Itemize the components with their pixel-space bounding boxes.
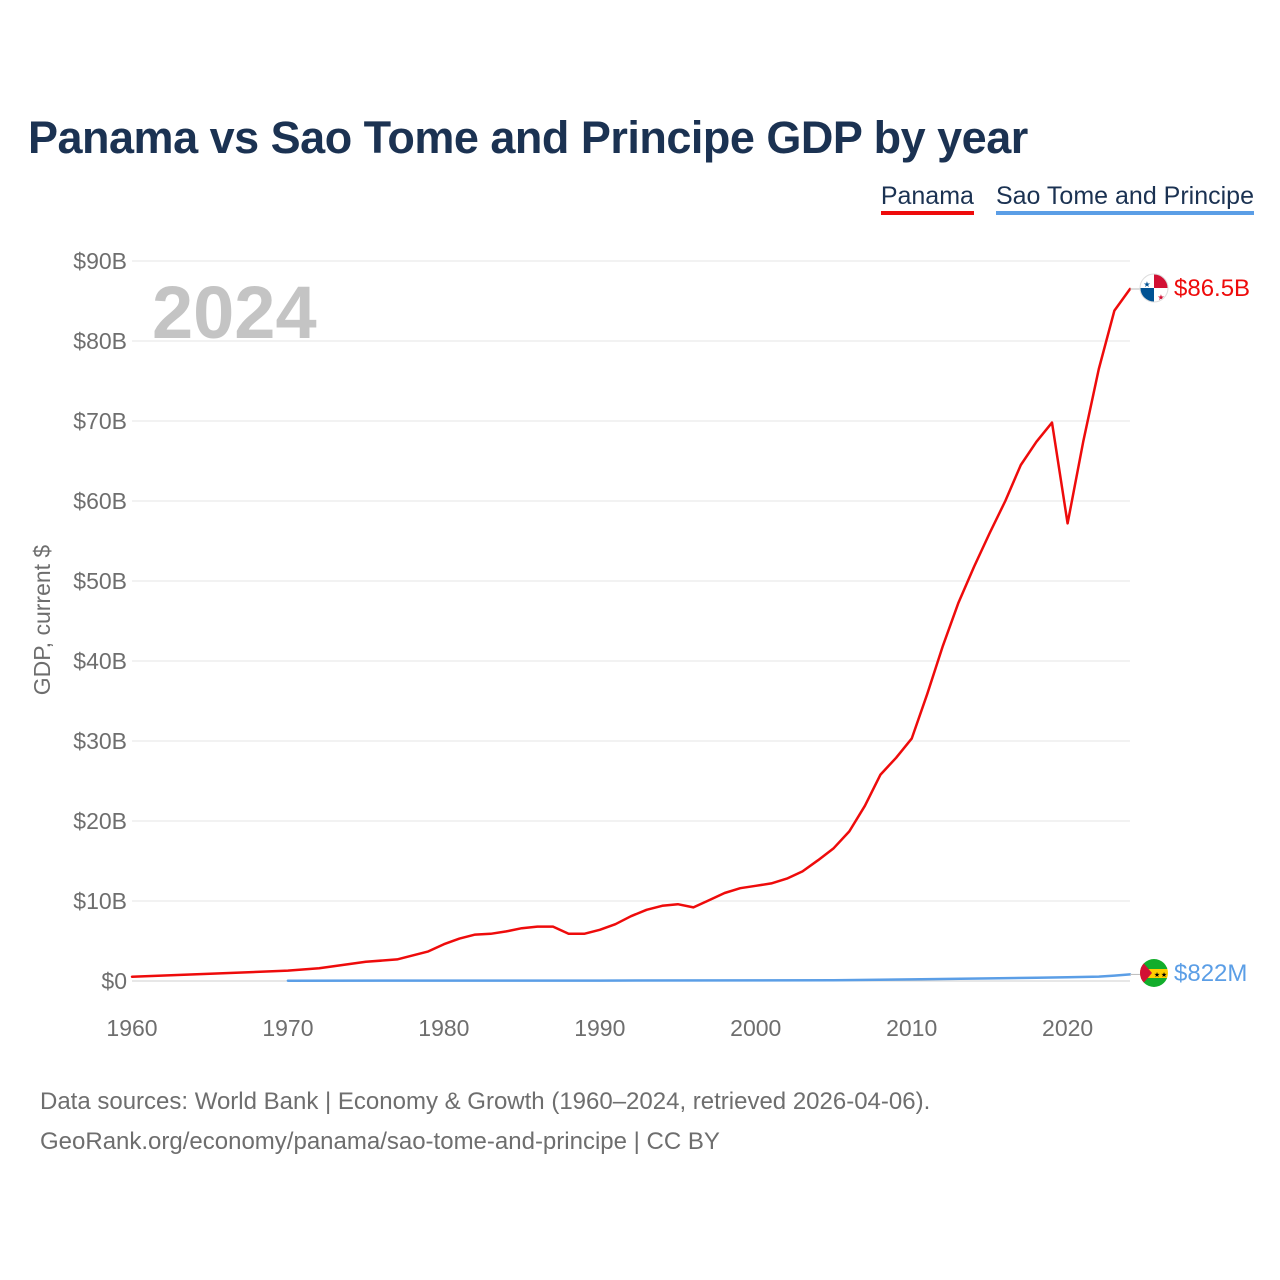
x-tick-label: 1980 bbox=[418, 1015, 469, 1041]
y-tick-label: $20B bbox=[73, 808, 127, 834]
y-tick-label: $10B bbox=[73, 888, 127, 914]
x-tick-label: 1990 bbox=[574, 1015, 625, 1041]
svg-text:★: ★ bbox=[1157, 293, 1164, 302]
y-tick-label: $50B bbox=[73, 568, 127, 594]
x-tick-label: 1970 bbox=[262, 1015, 313, 1041]
y-tick-label: $80B bbox=[73, 328, 127, 354]
sources: Data sources: World Bank | Economy & Gro… bbox=[40, 1082, 930, 1162]
sources-line-1: Data sources: World Bank | Economy & Gro… bbox=[40, 1088, 931, 1115]
year-watermark: 2024 bbox=[152, 271, 317, 354]
chart-title: Panama vs Sao Tome and Principe GDP by y… bbox=[28, 112, 1028, 163]
y-tick-label: $70B bbox=[73, 408, 127, 434]
svg-text:★: ★ bbox=[1143, 280, 1150, 289]
sao-tome-end-label: $822M bbox=[1174, 960, 1247, 987]
y-axis-ticks: $0 $10B $20B $30B $40B $50B $60B $70B $80B $90B bbox=[73, 248, 127, 994]
y-tick-label: $40B bbox=[73, 648, 127, 674]
panama-end-label: $86.5B bbox=[1174, 275, 1250, 302]
grid bbox=[132, 260, 1130, 982]
legend-item-sao-tome[interactable]: Sao Tome and Principe bbox=[995, 182, 1254, 217]
y-axis-label: GDP, current $ bbox=[29, 545, 55, 696]
y-tick-label: $60B bbox=[73, 488, 127, 514]
y-tick-label: $30B bbox=[73, 728, 127, 754]
svg-text:★: ★ bbox=[1154, 971, 1160, 979]
x-tick-label: 2010 bbox=[886, 1015, 937, 1041]
legend-swatch-panama bbox=[880, 211, 974, 215]
series-line-sao-tome[interactable] bbox=[286, 973, 1132, 983]
legend-item-panama[interactable]: Panama bbox=[880, 182, 974, 217]
series-line-panama[interactable] bbox=[130, 287, 1132, 978]
x-tick-label: 2000 bbox=[730, 1015, 781, 1041]
series-lines bbox=[130, 287, 1141, 983]
y-tick-label: $90B bbox=[73, 248, 127, 274]
legend-label-panama: Panama bbox=[880, 182, 974, 210]
x-tick-label: 1960 bbox=[106, 1015, 157, 1041]
sources-line-2: GeoRank.org/economy/panama/sao-tome-and-… bbox=[40, 1128, 720, 1155]
svg-text:★: ★ bbox=[1161, 971, 1167, 979]
y-tick-label: $0 bbox=[101, 968, 127, 994]
panama-flag-icon: ★ ★ bbox=[1139, 273, 1169, 303]
legend-swatch-sao-tome bbox=[995, 211, 1254, 215]
x-tick-label: 2020 bbox=[1042, 1015, 1093, 1041]
sao-tome-flag-icon: ★ ★ bbox=[1140, 959, 1168, 987]
legend: Panama Sao Tome and Principe bbox=[880, 182, 1254, 217]
legend-label-sao-tome: Sao Tome and Principe bbox=[995, 182, 1254, 210]
x-axis-ticks: 1960 1970 1980 1990 2000 2010 2020 bbox=[106, 1015, 1093, 1041]
